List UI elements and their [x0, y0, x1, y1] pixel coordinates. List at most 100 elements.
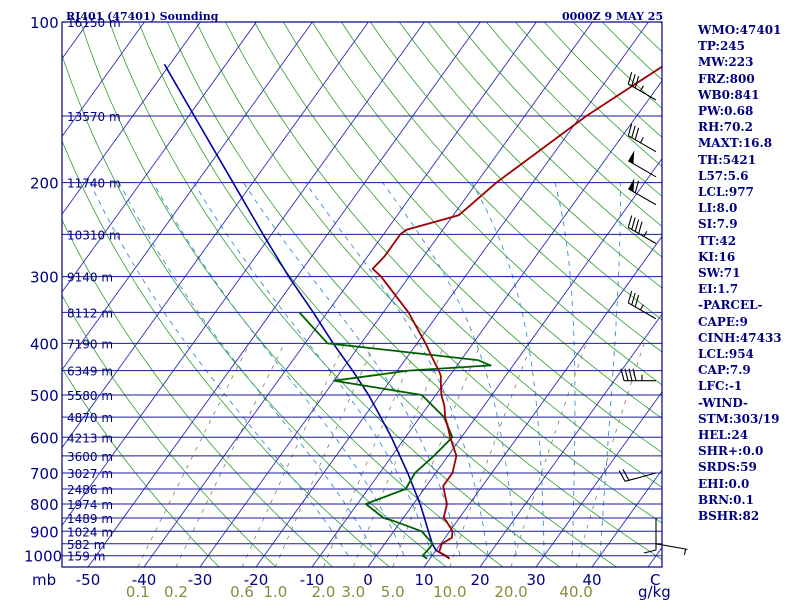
mixing-ratio-tick-label: 5.0	[381, 583, 405, 600]
wind-barb	[627, 71, 657, 101]
stat-line: TP:245	[698, 39, 746, 54]
isotherm-line	[62, 22, 201, 215]
mixing-ratio-line	[352, 343, 446, 567]
stat-line: -PARCEL-	[698, 298, 763, 313]
wind-barb-flag	[628, 150, 635, 164]
height-level-label: 16150 m	[67, 16, 121, 30]
temperature-tick-label: -50	[76, 571, 101, 589]
wind-barb	[628, 178, 657, 206]
wind-barb	[627, 123, 657, 153]
wind-barb-full	[620, 368, 625, 381]
isotherm-line	[423, 235, 662, 567]
mixing-ratio-tick-label: 40.0	[559, 583, 592, 600]
stat-line: KI:16	[698, 249, 736, 264]
moist-adiabat-line	[471, 182, 545, 556]
dry-adiabat-line	[225, 22, 662, 488]
plot-frame	[61, 21, 663, 568]
wind-barb	[643, 518, 657, 554]
pressure-tick-label: 500	[30, 387, 59, 405]
stat-line: SI:7.9	[698, 217, 738, 232]
temperature-tick-label: 10	[414, 571, 433, 589]
wind-barb	[620, 368, 656, 382]
height-level-label: 3027 m	[67, 467, 113, 481]
isotherm-line	[591, 469, 662, 567]
wind-barb	[627, 290, 657, 320]
dry-adiabat-line	[138, 22, 617, 567]
wind-barb-full	[627, 71, 633, 85]
dry-adiabat-line	[369, 22, 662, 321]
isotherm-line	[199, 22, 593, 567]
wind-barb-full	[631, 217, 636, 230]
wind-barb-full	[627, 123, 633, 136]
stat-line: MAXT:16.8	[698, 136, 773, 151]
mixing-ratio-tick-label: 0.1	[126, 583, 150, 600]
stat-line: LI:8.0	[698, 201, 738, 216]
wind-barb-full	[634, 294, 640, 308]
isotherm-line	[311, 80, 662, 567]
moist-adiabat-line	[243, 182, 461, 556]
wind-barb-full	[634, 219, 640, 232]
wind-barb-full	[627, 215, 633, 228]
stat-line: SW:71	[698, 266, 741, 281]
stat-line: EHI:0.0	[698, 476, 750, 491]
wind-barb-full	[634, 127, 640, 140]
stat-line: -WIND-	[698, 395, 748, 410]
dry-adiabat-line	[427, 22, 662, 258]
isotherm-line	[87, 22, 481, 567]
dry-adiabat-line	[62, 367, 220, 567]
mixing-ratio-line	[323, 343, 419, 567]
height-level-label: 5580 m	[67, 389, 113, 403]
isotherm-line	[62, 22, 257, 293]
stat-line: FRZ:800	[698, 71, 755, 86]
height-level-label: 13570 m	[67, 110, 121, 124]
wind-barb-full	[631, 125, 636, 138]
dry-adiabat-line	[167, 22, 662, 561]
wind-barb-full	[618, 470, 626, 482]
mixing-ratio-line	[449, 343, 533, 567]
height-level-label: 6349 m	[67, 365, 113, 379]
dewpoint-trace-line	[298, 311, 492, 560]
isotherm-line	[62, 22, 313, 371]
dry-adiabat-line	[341, 22, 662, 353]
dry-adiabat-line	[398, 22, 662, 289]
mixing-ratio-line	[510, 343, 587, 567]
height-level-label: 1974 m	[67, 498, 113, 512]
temperature-tick-label: -30	[188, 571, 213, 589]
wind-barb-shaft	[624, 472, 657, 482]
stat-line: LCL:977	[698, 185, 754, 200]
chart-wind-layer	[618, 71, 688, 556]
isotherm-line	[62, 22, 369, 449]
wind-barb-full	[628, 368, 633, 381]
temperature-tick-label: 30	[526, 571, 545, 589]
wind-barb-flag	[628, 178, 635, 192]
pressure-unit-label: mb	[32, 571, 56, 589]
pressure-tick-label: 1000	[24, 548, 62, 566]
mixing-ratio-tick-label: 20.0	[494, 583, 527, 600]
wind-barb-half	[639, 137, 644, 143]
wind-barb-shaft	[655, 543, 688, 550]
wind-barb-shaft	[628, 226, 657, 244]
stat-line: RH:70.2	[698, 120, 753, 135]
moist-adiabat-line	[599, 182, 621, 556]
isotherm-line	[62, 22, 145, 138]
height-level-label: 10310 m	[67, 228, 121, 242]
wind-barb-shaft	[628, 188, 657, 206]
wind-barb-half	[643, 230, 648, 237]
stat-line: LFC:-1	[698, 379, 743, 394]
mixing-ratio-line	[575, 343, 645, 567]
dry-adiabat-line	[62, 294, 277, 567]
moist-adiabat-line	[554, 182, 576, 556]
mixing-ratio-tick-label: 3.0	[341, 583, 365, 600]
stat-line: CAPE:9	[698, 314, 748, 329]
stat-line: PW:0.68	[698, 104, 754, 119]
mixing-ratio-line	[175, 343, 285, 567]
wind-barb-shaft	[628, 302, 657, 320]
mixing-ratio-line	[274, 343, 376, 567]
wind-barb-full	[627, 290, 633, 304]
stat-line: STM:303/19	[698, 411, 780, 426]
moist-adiabat-line	[382, 182, 517, 556]
wind-barb-full	[638, 221, 643, 234]
mixing-ratio-line	[241, 343, 345, 567]
